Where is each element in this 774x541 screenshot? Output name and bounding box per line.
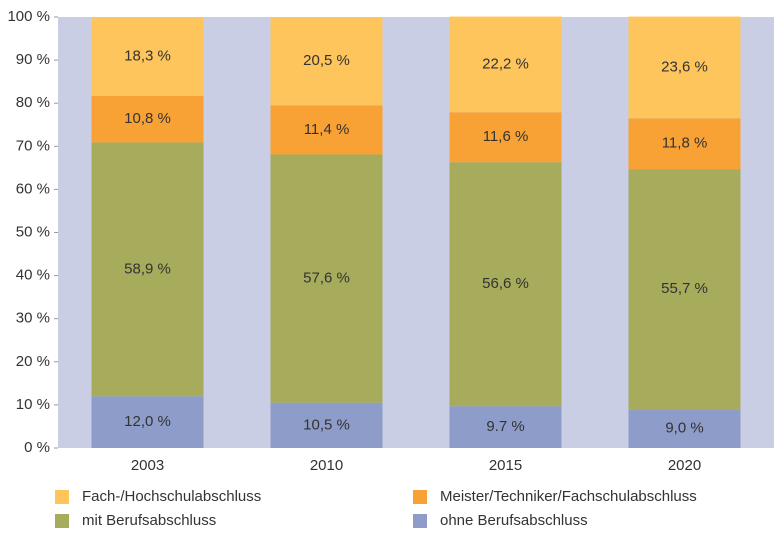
data-label: 11,8 % [662,135,708,152]
x-tick-label: 2010 [310,457,343,474]
data-label: 23,6 % [661,58,708,75]
x-tick-label: 2015 [489,457,522,474]
data-label: 20,5 % [303,52,350,69]
y-tick-label: 30 % [16,310,50,327]
legend-swatch [413,490,427,504]
bar-segment [270,154,383,403]
y-tick-label: 100 % [7,8,50,25]
y-tick-label: 10 % [16,396,50,413]
data-label: 11,4 % [304,121,350,138]
bar-segment [270,105,383,155]
data-label: 9.7 % [486,418,524,435]
legend-label: Fach-/Hochschulabschluss [82,488,261,505]
y-tick-label: 40 % [16,267,50,284]
bar-segment [628,118,741,170]
bar-segment [270,402,383,448]
y-tick-label: 70 % [16,137,50,154]
bar-segment [449,406,562,448]
y-tick-label: 0 % [24,439,50,456]
bar-segment [449,16,562,113]
bar-segment [91,17,204,96]
legend-swatch [55,490,69,504]
legend-swatch [413,514,427,528]
data-label: 18,3 % [124,47,171,64]
data-label: 55,7 % [661,280,708,297]
data-label: 10,8 % [124,110,171,127]
legend-label: mit Berufsabschluss [82,512,216,529]
bar-segment [628,169,741,410]
data-label: 12,0 % [124,413,171,430]
bar-segment [91,396,204,448]
bar-segment [449,162,562,407]
bar-segment [270,17,383,106]
x-tick-label: 2003 [131,457,164,474]
data-label: 10,5 % [303,416,350,433]
data-label: 56,6 % [482,275,529,292]
bar-segment [91,95,204,143]
bar-segment [91,142,204,397]
y-tick-label: 90 % [16,51,50,68]
y-tick-label: 20 % [16,353,50,370]
data-label: 9,0 % [665,420,703,437]
legend-label: Meister/Techniker/Fachschulabschluss [440,488,697,505]
data-label: 57,6 % [303,270,350,287]
legend-swatch [55,514,69,528]
bar-segment [628,409,741,448]
legend-label: ohne Berufsabschluss [440,512,588,529]
data-label: 58,9 % [124,260,171,277]
bar-segment [449,112,562,163]
y-tick-label: 80 % [16,94,50,111]
data-label: 11,6 % [483,128,529,145]
bar-segment [628,16,741,119]
x-tick-label: 2020 [668,457,701,474]
y-tick-label: 50 % [16,223,50,240]
y-tick-label: 60 % [16,180,50,197]
data-label: 22,2 % [482,55,529,72]
